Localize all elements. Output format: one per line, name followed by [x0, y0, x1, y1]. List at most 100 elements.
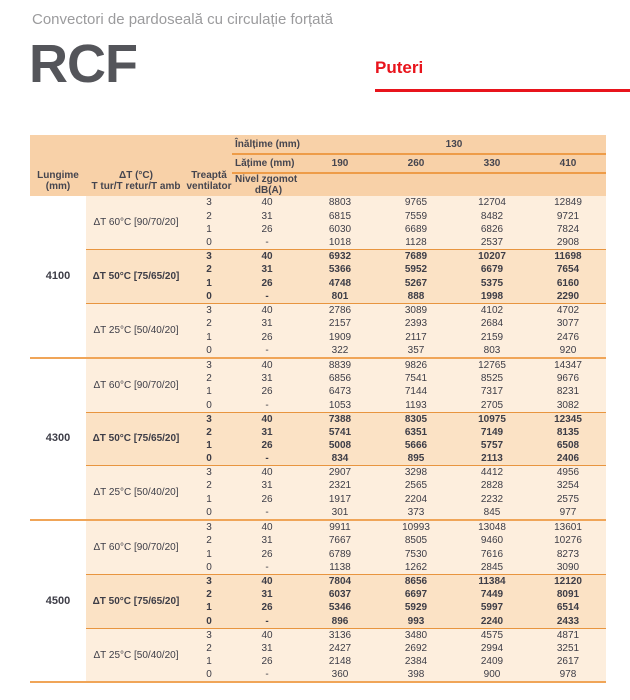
zgomot-value: 40: [232, 628, 302, 642]
power-value: 1053: [302, 398, 378, 413]
power-value: 12345: [530, 412, 606, 426]
power-value: 1998: [454, 289, 530, 304]
power-value: 7149: [454, 425, 530, 439]
power-value: 7541: [378, 371, 454, 386]
treapta-value: 0: [186, 506, 232, 522]
power-value: 9826: [378, 357, 454, 372]
power-value: 5757: [454, 438, 530, 453]
power-value: 5952: [378, 263, 454, 277]
lungime-group-cell: 4300: [30, 357, 86, 522]
table-row: 1 26 5008 5666 5757 6508: [30, 438, 606, 453]
power-value: 3251: [530, 641, 606, 656]
power-value: 2290: [530, 289, 606, 304]
treapta-value: 2: [186, 209, 232, 223]
table-row: 2 31 2157 2393 2684 3077: [30, 316, 606, 331]
power-value: 11384: [454, 574, 530, 588]
zgomot-value: 40: [232, 357, 302, 372]
power-value: 6689: [378, 222, 454, 237]
power-value: 8656: [378, 574, 454, 588]
power-value: 5366: [302, 263, 378, 277]
zgomot-value: 26: [232, 222, 302, 237]
power-value: 11698: [530, 249, 606, 264]
header-inaltime-label: Înălțime (mm): [232, 135, 302, 155]
power-value: 6160: [530, 276, 606, 290]
power-value: 845: [454, 506, 530, 522]
table-row: 2 31 2321 2565 2828 3254: [30, 479, 606, 493]
header-width-330: 330: [454, 154, 530, 174]
power-value: 2537: [454, 236, 530, 251]
power-value: 5346: [302, 601, 378, 615]
dt-cell: ΔT 60°C [90/70/20]: [86, 196, 186, 251]
table-row: 1 26 6789 7530 7616 8273: [30, 547, 606, 561]
treapta-value: 1: [186, 655, 232, 669]
table-row: ΔT 25°C [50/40/20] 3 40 3136 3480 4575 4871: [30, 628, 606, 684]
power-value: 3480: [378, 628, 454, 642]
power-value: 7824: [530, 222, 606, 237]
power-value: 2994: [454, 641, 530, 656]
power-value: 2321: [302, 479, 378, 493]
zgomot-value: 26: [232, 547, 302, 561]
treapta-value: 3: [186, 196, 232, 210]
power-value: 895: [378, 452, 454, 467]
power-value: 5741: [302, 425, 378, 439]
power-value: 4412: [454, 465, 530, 480]
power-value: 1138: [302, 560, 378, 575]
powers-table-wrapper: Lungime (mm) ΔT (°C) T tur/T retur/T amb…: [30, 135, 606, 684]
table-row: 4500 ΔT 60°C [90/70/20] 3 40 9911 10993 13048 1…: [30, 520, 606, 684]
power-value: 4956: [530, 465, 606, 480]
power-value: 2565: [378, 479, 454, 493]
power-value: 2406: [530, 452, 606, 467]
treapta-value: 3: [186, 465, 232, 480]
table-row: 2 31 7667 8505 9460 10276: [30, 534, 606, 548]
zgomot-value: 26: [232, 492, 302, 507]
treapta-value: 2: [186, 263, 232, 277]
powers-table: Lungime (mm) ΔT (°C) T tur/T retur/T amb…: [30, 135, 606, 684]
power-value: 5267: [378, 276, 454, 290]
table-row: 1 26 4748 5267 5375 6160: [30, 276, 606, 290]
power-value: 6826: [454, 222, 530, 237]
table-row: 2 31 5366 5952 6679 7654: [30, 263, 606, 277]
power-value: 2240: [454, 614, 530, 629]
zgomot-value: 26: [232, 330, 302, 344]
power-value: 6856: [302, 371, 378, 386]
lungime-group-cell: 4500: [30, 520, 86, 684]
power-value: 12120: [530, 574, 606, 588]
power-value: 978: [530, 668, 606, 684]
zgomot-value: 31: [232, 425, 302, 439]
power-value: 1018: [302, 236, 378, 251]
header-treapta-line1: Treaptă: [191, 170, 227, 181]
power-value: 8135: [530, 425, 606, 439]
power-value: 1917: [302, 492, 378, 507]
zgomot-value: 40: [232, 465, 302, 480]
treapta-value: 2: [186, 641, 232, 656]
power-value: 900: [454, 668, 530, 684]
zgomot-value: 31: [232, 371, 302, 386]
dt-cell: ΔT 25°C [50/40/20]: [86, 628, 186, 684]
treapta-value: 3: [186, 520, 232, 535]
power-value: 6932: [302, 249, 378, 264]
table-row: ΔT 25°C [50/40/20] 3 40 2907 3298 4412 4956: [30, 465, 606, 522]
treapta-value: 2: [186, 534, 232, 548]
treapta-value: 3: [186, 303, 232, 317]
power-value: 6037: [302, 587, 378, 602]
table-row: ΔT 50°C [75/65/20] 3 40 7804 8656 11384 12120: [30, 574, 606, 629]
table-row: 2 31 6815 7559 8482 9721: [30, 209, 606, 223]
power-value: 301: [302, 506, 378, 522]
table-row: 1 26 6030 6689 6826 7824: [30, 222, 606, 237]
header-width-260: 260: [378, 154, 454, 174]
power-value: 2908: [530, 236, 606, 251]
treapta-value: 2: [186, 425, 232, 439]
power-value: 1193: [378, 398, 454, 413]
zgomot-value: -: [232, 343, 302, 359]
power-value: 2705: [454, 398, 530, 413]
power-value: 4702: [530, 303, 606, 317]
power-value: 834: [302, 452, 378, 467]
zgomot-value: 40: [232, 249, 302, 264]
header-zgomot: Nivel zgomot dB(A): [232, 173, 302, 196]
zgomot-value: 31: [232, 479, 302, 493]
table-row: 0-1138 1262 2845 3090: [30, 560, 606, 575]
header-treapta: Treaptă ventilator: [186, 135, 232, 196]
power-value: 10993: [378, 520, 454, 535]
power-value: 6815: [302, 209, 378, 223]
zgomot-value: 26: [232, 438, 302, 453]
